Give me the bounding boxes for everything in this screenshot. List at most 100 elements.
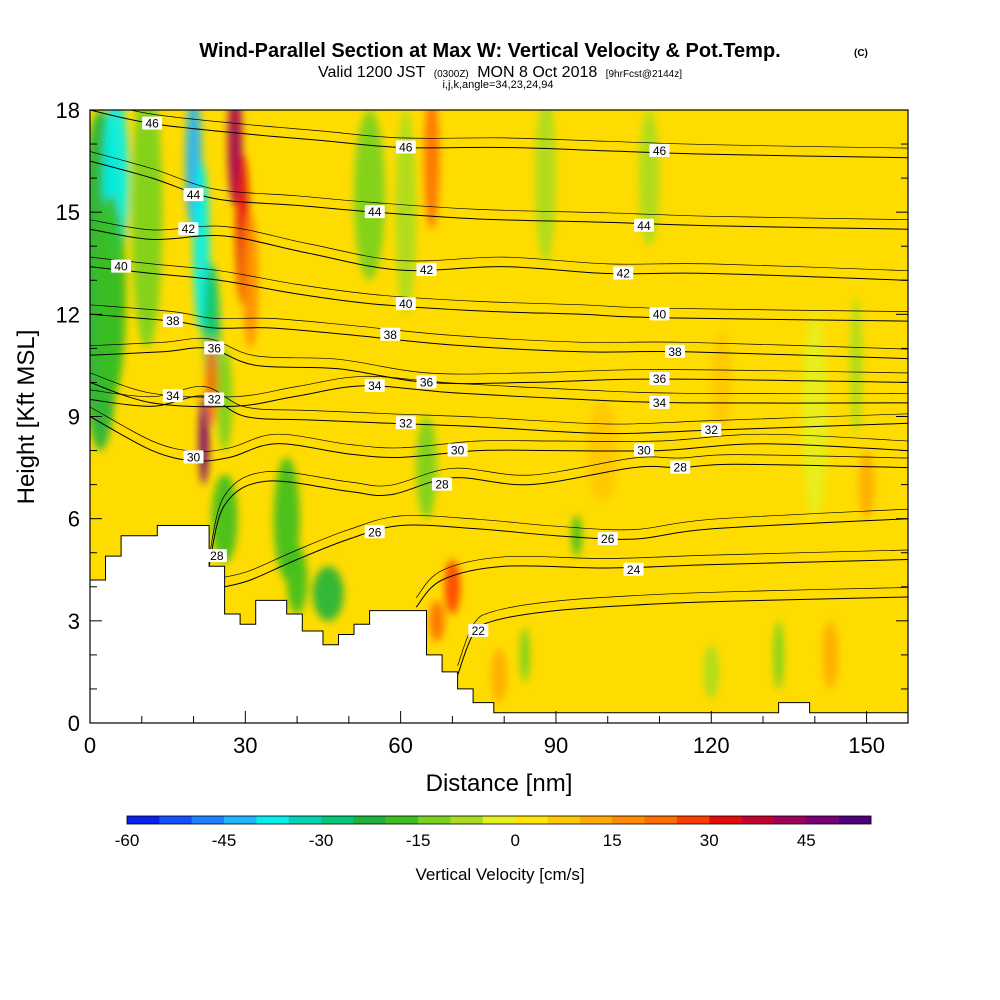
isotherm-label-extra-11: 36 [649, 372, 670, 386]
svg-text:36: 36 [420, 375, 434, 389]
colorbar-swatch-4 [256, 816, 290, 824]
colorbar-swatch-9 [418, 816, 451, 824]
isotherm-label-38: 38 [162, 314, 183, 328]
w-feature-28 [850, 297, 863, 434]
isotherm-minor-46 [128, 110, 908, 149]
isotherm-label-extra-6: 40 [395, 297, 416, 311]
w-feature-23 [571, 515, 582, 557]
w-feature-33 [519, 627, 531, 683]
isotherm-minor-26 [224, 508, 908, 578]
colorbar-swatch-0 [127, 816, 160, 824]
svg-text:34: 34 [653, 396, 667, 410]
colorbar-swatch-21 [806, 816, 839, 824]
colorbar-swatch-22 [838, 816, 872, 824]
svg-text:30: 30 [637, 444, 651, 458]
isotherm-label-extra-16: 30 [447, 443, 468, 458]
isotherm-label-extra-12: 34 [364, 378, 385, 393]
colorbar-tick--30: -30 [309, 831, 334, 850]
isotherm-minor-32 [90, 386, 908, 425]
isotherm-label-22: 22 [468, 624, 489, 638]
w-feature-34 [491, 648, 507, 703]
valid-time: Valid 1200 JST [318, 64, 426, 81]
terrain-outline [90, 525, 908, 714]
isotherm-label-extra-20: 28 [206, 549, 227, 563]
isotherm-label-extra-17: 30 [633, 443, 654, 458]
x-tick-label-90: 90 [544, 733, 568, 758]
svg-text:22: 22 [472, 624, 486, 638]
isotherm-label-44: 44 [183, 188, 204, 202]
isotherm-24 [415, 559, 908, 608]
w-feature-32 [703, 644, 720, 700]
colorbar-tick-0: 0 [510, 831, 519, 850]
colorbar-tick--45: -45 [212, 831, 237, 850]
svg-text:32: 32 [705, 423, 719, 437]
isotherm-label-26: 26 [364, 525, 385, 539]
isotherm-label-extra-19: 26 [597, 532, 618, 546]
isotherm-label-extra-14: 32 [395, 416, 416, 430]
w-feature-7 [216, 348, 233, 451]
w-feature-15 [312, 566, 344, 621]
w-feature-19 [423, 110, 440, 230]
isotherm-label-28: 28 [432, 477, 453, 492]
svg-text:28: 28 [210, 549, 224, 563]
isotherm-label-extra-13: 34 [649, 395, 670, 410]
w-feature-2 [95, 195, 127, 400]
isotherm-minor-44 [90, 151, 908, 221]
w-feature-26 [711, 331, 732, 434]
colorbar-swatch-16 [644, 816, 678, 824]
y-tick-label-12: 12 [56, 302, 80, 327]
svg-text:34: 34 [166, 389, 180, 403]
isotherm-34 [90, 381, 908, 408]
x-axis: 0 30 60 90 120 150 [84, 711, 885, 758]
isotherm-label-extra-8: 38 [380, 327, 401, 342]
x-tick-label-120: 120 [693, 733, 730, 758]
isotherm-46 [90, 110, 908, 159]
isotherm-minor-38 [90, 304, 908, 350]
colorbar-swatch-19 [741, 816, 775, 824]
isotherm-minor-36 [90, 337, 908, 375]
y-tick-label-6: 6 [68, 507, 80, 532]
svg-text:36: 36 [208, 341, 222, 355]
svg-text:46: 46 [653, 144, 667, 158]
x-tick-label-150: 150 [848, 733, 885, 758]
chart-subtitle: Valid 1200 JST (0300Z) MON 8 Oct 2018 [9… [318, 64, 682, 81]
svg-text:42: 42 [420, 263, 434, 277]
colorbar-swatch-3 [224, 816, 257, 824]
colorbar-tick--15: -15 [406, 831, 431, 850]
isotherm-26 [224, 518, 908, 588]
isotherm-28 [208, 463, 908, 567]
svg-text:30: 30 [451, 444, 465, 458]
colorbar-swatch-14 [579, 816, 613, 824]
w-feature-29 [858, 450, 875, 519]
valid-date: MON 8 Oct 2018 [477, 64, 597, 81]
svg-text:46: 46 [145, 117, 159, 131]
isotherm-label-34: 34 [162, 389, 183, 403]
isotherm-label-extra-10: 36 [416, 375, 437, 389]
svg-text:28: 28 [435, 478, 449, 492]
colorbar-swatch-12 [515, 816, 548, 824]
isotherm-label-32: 32 [204, 392, 225, 406]
colorbar-swatch-11 [482, 816, 516, 824]
isotherm-label-extra-5: 42 [613, 266, 634, 280]
y-tick-label-18: 18 [56, 98, 80, 123]
svg-text:46: 46 [399, 140, 413, 154]
isotherm-label-extra-1: 46 [649, 143, 670, 158]
svg-text:44: 44 [187, 188, 201, 202]
svg-text:44: 44 [637, 219, 651, 233]
isotherm-label-extra-9: 38 [665, 344, 686, 359]
colorbar-swatch-10 [450, 816, 484, 824]
svg-text:40: 40 [653, 307, 667, 321]
colorbar-swatch-1 [159, 816, 192, 824]
svg-text:38: 38 [166, 314, 180, 328]
colorbar-swatch-8 [385, 816, 419, 824]
colorbar-swatch-2 [191, 816, 225, 824]
colorbar-tick-15: 15 [603, 831, 622, 850]
utc-time: (0300Z) [434, 69, 469, 80]
x-tick-label-60: 60 [388, 733, 412, 758]
isotherm-minor-34 [90, 372, 908, 398]
w-feature-27 [801, 314, 828, 519]
svg-text:26: 26 [601, 532, 615, 546]
